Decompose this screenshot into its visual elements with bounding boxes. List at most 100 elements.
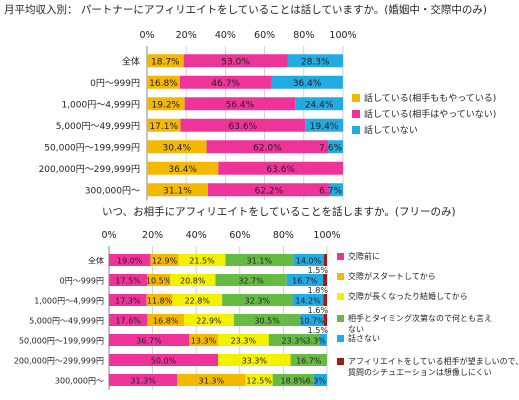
- bar-segment: [150, 254, 179, 266]
- bar-segment: [271, 75, 343, 89]
- bar-segment: [222, 294, 293, 306]
- data-label: 31.1%: [163, 186, 192, 196]
- bar-segment: [287, 54, 343, 68]
- legend-entry: 相手とタイミング次第なので何とも言えない: [348, 313, 492, 334]
- data-label: 14.0%: [296, 257, 322, 266]
- legend-entry: 交際が長くなったり結婚してから: [348, 291, 468, 301]
- data-label: 19.4%: [310, 122, 339, 132]
- legend-swatch: [337, 335, 344, 342]
- data-label: 10.7%: [299, 317, 325, 326]
- category-label: 300,000円〜: [85, 185, 140, 196]
- bar-segment: [147, 183, 208, 197]
- data-label: 1.5%: [308, 326, 329, 335]
- data-label: 7.6%: [319, 143, 342, 153]
- bar-segment: [323, 254, 327, 266]
- legend-swatch: [337, 273, 344, 280]
- bar-segment: [268, 334, 320, 346]
- data-label: 62.0%: [253, 143, 282, 153]
- data-label: 12.5%: [246, 377, 272, 386]
- data-label: 10.5%: [146, 277, 172, 286]
- bar-segment: [329, 183, 343, 197]
- category-label: 全体: [88, 256, 104, 266]
- data-label: 17.6%: [115, 317, 141, 326]
- bar-segment: [305, 118, 343, 132]
- bar-segment: [170, 274, 216, 286]
- bar-segment: [146, 294, 173, 306]
- bar-segment: [323, 294, 327, 306]
- x-tick-label: 20%: [176, 30, 197, 41]
- chart-1-title: 月平均収入別： パートナーにアフィリエイトをしていることは話していますか。(婚姻…: [4, 3, 487, 16]
- data-label: 24.4%: [305, 100, 334, 110]
- legend-entry: 話している(相手はやっていない): [364, 108, 496, 120]
- data-label: 30.4%: [162, 143, 191, 153]
- bar-segment: [183, 314, 234, 326]
- chart-2-title: いつ、お相手にアフィリエイトをしていることを話しますか。(フリーのみ): [102, 205, 456, 218]
- bar-segment: [147, 140, 207, 154]
- bar-segment: [184, 97, 296, 111]
- bar-segment: [207, 183, 330, 197]
- bar-segment: [218, 354, 291, 366]
- bar-segment: [272, 374, 314, 386]
- bar-segment: [319, 334, 327, 346]
- chart-2: いつ、お相手にアフィリエイトをしていることを話しますか。(フリーのみ) 0% 20…: [14, 205, 519, 390]
- bar-segment: [290, 354, 327, 366]
- bar-segment: [179, 75, 272, 89]
- bar-segment: [323, 314, 327, 326]
- bar-segment: [183, 54, 288, 68]
- bar-segment: [313, 374, 327, 386]
- category-label: 50,000円〜199,999円: [19, 337, 104, 346]
- data-label: 23.3%: [231, 337, 257, 346]
- data-label: 36.4%: [293, 79, 322, 89]
- category-label: 5,000円〜49,999円: [29, 317, 104, 326]
- bar-segment: [225, 254, 294, 266]
- data-label: 18.8%: [280, 377, 306, 386]
- bar-segment: [147, 274, 171, 286]
- category-label: 50,000円〜199,999円: [44, 142, 140, 153]
- data-label: 31.1%: [247, 257, 273, 266]
- bar-segment: [215, 274, 287, 286]
- data-label: 20.8%: [180, 277, 206, 286]
- data-label: 31.3%: [199, 377, 225, 386]
- bar-segment: [172, 294, 223, 306]
- x-tick-label: 80%: [273, 230, 294, 241]
- data-label: 16.8%: [149, 79, 178, 89]
- data-label: 50.0%: [151, 357, 177, 366]
- bar-segment: [189, 334, 218, 346]
- data-label: 13.3%: [191, 337, 217, 346]
- x-tick-label: 60%: [229, 230, 250, 241]
- legend-entry: 交際前に: [348, 251, 380, 261]
- legend-swatch: [337, 293, 344, 300]
- data-label: 18.7%: [151, 57, 180, 67]
- category-label: 200,000円〜299,999円: [39, 164, 140, 175]
- x-tick-label: 60%: [254, 30, 275, 41]
- bar-segment: [218, 161, 343, 175]
- data-label: 33.3%: [242, 357, 268, 366]
- bar-segment: [323, 274, 327, 286]
- data-label: 63.6%: [266, 165, 295, 175]
- data-label: 1.8%: [308, 286, 329, 295]
- category-label: 0円〜999円: [60, 277, 104, 286]
- bar-segment: [147, 161, 219, 175]
- x-tick-label: 100%: [329, 30, 356, 41]
- data-label: 31.3%: [130, 377, 156, 386]
- x-tick-label: 0%: [139, 30, 154, 41]
- x-tick-label: 20%: [142, 230, 163, 241]
- bar-segment: [233, 314, 301, 326]
- bar-segment: [109, 334, 190, 346]
- x-tick-label: 80%: [293, 30, 314, 41]
- bar-segment: [295, 97, 343, 111]
- legend-entry: アフィリエイトをしている相手が望ましいので、質問のシチュエーションは想像しにくい: [348, 356, 519, 377]
- bar-segment: [245, 374, 273, 386]
- bar-segment: [180, 118, 306, 132]
- data-label: 16.7%: [292, 277, 318, 286]
- data-label: 21.5%: [189, 257, 215, 266]
- bar-segment: [147, 97, 185, 111]
- data-label: 62.2%: [255, 186, 284, 196]
- data-label: 17.3%: [115, 297, 141, 306]
- legend-entry: 話していない: [364, 124, 418, 136]
- x-tick-label: 100%: [313, 230, 340, 241]
- bar-segment: [109, 294, 147, 306]
- bar-segment: [177, 374, 246, 386]
- data-label: 36.7%: [136, 337, 162, 346]
